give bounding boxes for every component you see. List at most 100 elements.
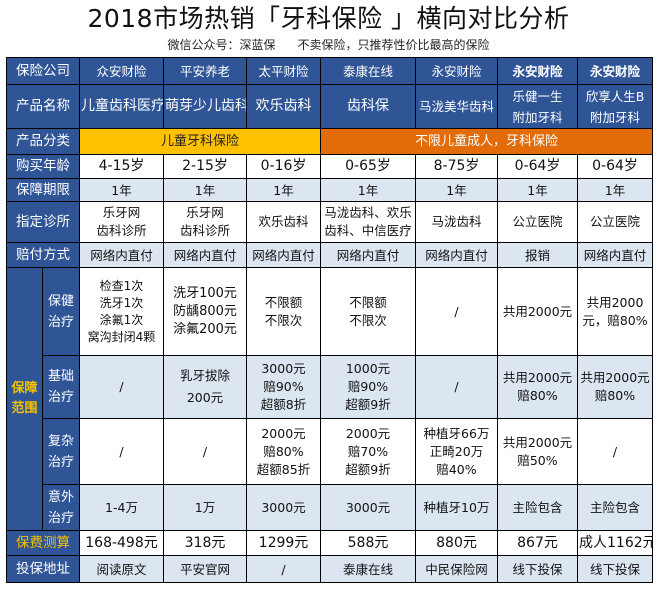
basic-cell: 1000元赔90% 超额9折 <box>320 355 416 419</box>
row-coverage-basic: 基础 治疗 / 乳牙拔除 200元 3000元 赔90% 超额8折 1000元 赔90% 超… <box>7 355 653 419</box>
row-label-address: 投保地址 <box>6 555 80 583</box>
age-cell: 2-15岁 <box>163 154 247 179</box>
subtitle: 微信公众号：深蓝保 不卖保险，只推荐性价比最高的保险 <box>0 37 657 53</box>
clinic-cell: 公立医院 <box>497 201 578 243</box>
clinic-line: 乐牙网 <box>186 205 224 220</box>
row-coverage-health: 保障范围 保健 治疗 检查1次 洗牙1次 涂氟1次 窝沟封闭4颗 洗牙100元 防龋800… <box>6 267 653 531</box>
clinic-line: 齿科、中信医疗 <box>324 223 412 238</box>
value-line: 洗牙100元 <box>173 285 237 301</box>
payment-cell: 网络内直付 <box>163 242 247 268</box>
value-line: 洗牙1次 <box>99 295 144 310</box>
row-label-company: 保险公司 <box>6 57 80 85</box>
value-line: 赔90% <box>347 379 389 394</box>
category-child: 儿童牙科保险 <box>79 128 321 155</box>
value-line: / <box>119 379 124 394</box>
address-link[interactable]: 泰康在线 <box>320 555 416 583</box>
product-cell: 乐健一生 附加牙科 <box>497 84 578 129</box>
accident-cell: 种植牙10万 <box>415 484 498 531</box>
clinic-line: 公立医院 <box>589 214 640 229</box>
value-line: 种植牙66万 <box>423 425 490 441</box>
accident-cell: 3000元 <box>320 484 416 531</box>
clinic-cell: 欢乐齿科 <box>246 201 321 243</box>
value-line: 超额9折 <box>345 397 391 412</box>
value-line: 赔80% <box>594 388 636 403</box>
payment-cell: 网络内直付 <box>577 242 653 268</box>
clinic-line: 公立医院 <box>512 214 563 229</box>
age-cell: 0-16岁 <box>246 154 321 179</box>
value-line: 共用2000元 <box>502 370 573 385</box>
value-line: 超额8折 <box>260 397 307 412</box>
value-line: 赔80% <box>517 388 558 403</box>
premium-cell: 318元 <box>163 530 247 556</box>
clinic-cell: 公立医院 <box>577 201 653 243</box>
accident-cell: 3000元 <box>246 484 321 531</box>
accident-cell: 1万 <box>163 484 247 531</box>
value-line: 超额85折 <box>256 461 311 477</box>
row-label-clinic: 指定诊所 <box>6 201 80 243</box>
complex-cell: / <box>577 418 653 485</box>
period-cell: 1年 <box>497 178 578 202</box>
product-cell: 齿科保 <box>320 84 416 129</box>
period-cell: 1年 <box>246 178 321 202</box>
value-line: 赔40% <box>436 461 477 477</box>
row-category: 产品分类 儿童牙科保险 不限儿童成人，牙科保险 <box>6 128 653 155</box>
value-line: / <box>612 443 618 459</box>
company-cell: 永安财险 <box>577 57 653 85</box>
label-line: 意外 <box>47 489 74 505</box>
value-line: 1000元 <box>345 361 391 376</box>
address-cell: / <box>246 555 321 583</box>
product-name-line2: 附加牙科 <box>512 109 563 125</box>
value-line: 超额9折 <box>345 461 391 477</box>
value-line: 赔90% <box>263 379 304 394</box>
category-adult: 不限儿童成人，牙科保险 <box>320 128 653 155</box>
row-address: 投保地址 阅读原文 平安官网 / 泰康在线 中民保险网 线下投保 线下投保 <box>6 555 653 583</box>
value-line: 共用2000元 <box>502 303 573 319</box>
complex-cell: 共用2000元 赔50% <box>497 418 578 485</box>
row-coverage-complex: 复杂 治疗 / / 2000元 赔80% 超额85折 2000元 赔70% 超额9折 种植… <box>7 418 653 485</box>
product-name: 欣享人生B <box>585 88 645 104</box>
value-line: 赔50% <box>517 452 558 468</box>
address-link[interactable]: 平安官网 <box>163 555 247 583</box>
row-label-period: 保障期限 <box>6 178 80 202</box>
basic-cell: 共用2000元 赔80% <box>577 355 653 419</box>
payment-cell: 网络内直付 <box>320 242 416 268</box>
complex-cell: 种植牙66万 正畸20万 赔40% <box>415 418 498 485</box>
row-clinic: 指定诊所 乐牙网 齿科诊所 乐牙网 齿科诊所 欢乐齿科 马泷齿科、欢乐 齿科、中信医疗… <box>6 201 653 243</box>
label-line: 治疗 <box>47 510 74 526</box>
period-cell: 1年 <box>79 178 164 202</box>
product-cell: 萌芽少儿齿科 <box>163 84 247 129</box>
product-cell: 马泷美华齿科 <box>415 84 498 129</box>
product-name-line2: 附加牙科 <box>589 109 640 125</box>
value-line: 200元 <box>186 390 224 405</box>
period-cell: 1年 <box>320 178 416 202</box>
clinic-cell: 马泷齿科 <box>415 201 498 243</box>
row-label-product: 产品名称 <box>6 84 80 129</box>
clinic-cell: 乐牙网 齿科诊所 <box>163 201 247 243</box>
health-cell: 洗牙100元 防龋800元 涂氟200元 <box>163 267 247 356</box>
address-link[interactable]: 中民保险网 <box>415 555 498 583</box>
payment-cell: 网络内直付 <box>415 242 498 268</box>
product-name: 齿科保 <box>347 98 389 114</box>
age-cell: 0-64岁 <box>577 154 653 179</box>
address-link[interactable]: 阅读原文 <box>79 555 164 583</box>
label-line: 治疗 <box>47 454 74 470</box>
payment-cell: 网络内直付 <box>246 242 321 268</box>
premium-cell: 880元 <box>415 530 498 556</box>
page-title: 2018市场热销「牙科保险 」横向对比分析 <box>87 4 570 33</box>
product-name: 儿童齿科医疗 <box>81 98 164 114</box>
value-line: 赔70% <box>347 443 389 459</box>
premium-cell: 成人1162元 <box>577 530 653 556</box>
complex-cell: 2000元 赔70% 超额9折 <box>320 418 416 485</box>
basic-cell: 乳牙拔除 200元 <box>163 355 247 419</box>
subtitle-slogan: 不卖保险，只推荐性价比最高的保险 <box>297 38 490 52</box>
row-period: 保障期限 1年 1年 1年 1年 1年 1年 1年 <box>6 178 653 202</box>
product-name: 乐健一生 <box>512 88 563 104</box>
clinic-cell: 乐牙网 齿科诊所 <box>79 201 164 243</box>
row-product: 产品名称 儿童齿科医疗 萌芽少儿齿科 欢乐齿科 齿科保 马泷美华齿科 乐健一生附… <box>6 84 653 129</box>
premium-cell: 588元 <box>320 530 416 556</box>
clinic-line: 齿科诊所 <box>96 223 147 238</box>
value-line: 不限次 <box>264 312 303 328</box>
value-line: 元，赔80% <box>582 312 648 328</box>
age-cell: 0-64岁 <box>497 154 578 179</box>
value-line: 窝沟封闭4颗 <box>87 329 156 344</box>
